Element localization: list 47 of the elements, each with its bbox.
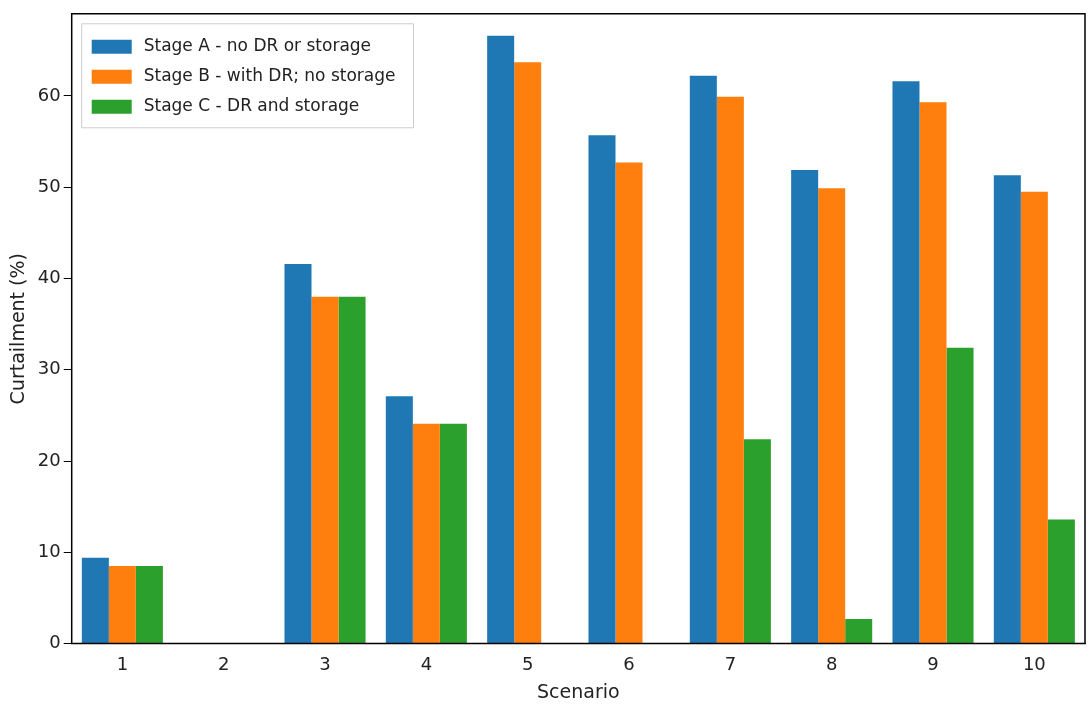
bar (412, 423, 440, 644)
bar (791, 169, 819, 644)
bar (946, 347, 974, 644)
y-tick-label: 50 (37, 174, 61, 196)
bar (311, 296, 339, 644)
y-axis-title: Curtailment (%) (6, 253, 29, 405)
bar (919, 102, 947, 644)
y-tick-label: 20 (37, 448, 61, 470)
x-tick-label: 5 (521, 653, 534, 675)
bar (716, 96, 744, 644)
bar (818, 188, 846, 644)
y-tick-label: 40 (37, 266, 61, 288)
bar (135, 566, 163, 644)
x-tick-label: 2 (217, 653, 230, 675)
bar (439, 423, 467, 644)
bar (487, 35, 515, 644)
bar (845, 618, 873, 644)
bar (514, 62, 542, 644)
y-tick-label: 30 (37, 357, 61, 379)
bar (588, 135, 616, 644)
x-tick-label: 7 (724, 653, 737, 675)
bar (1020, 191, 1048, 644)
bar (689, 75, 717, 644)
bar (743, 439, 771, 644)
bar (892, 81, 920, 644)
legend-label: Stage A - no DR or storage (143, 35, 372, 56)
bar (615, 162, 643, 644)
bar (385, 396, 413, 644)
x-tick-label: 6 (623, 653, 635, 675)
x-tick-label: 10 (1022, 653, 1046, 675)
bar (338, 296, 366, 644)
legend-label: Stage B - with DR; no storage (143, 65, 396, 86)
x-tick-label: 1 (116, 653, 129, 675)
x-tick-label: 3 (319, 653, 331, 675)
y-tick-label: 60 (37, 83, 61, 105)
y-tick-label: 0 (49, 631, 61, 653)
bar (1047, 519, 1075, 644)
x-tick-label: 9 (927, 653, 939, 675)
bar (993, 175, 1021, 644)
legend-label: Stage C - DR and storage (143, 95, 360, 116)
bar (284, 263, 312, 644)
y-tick-label: 10 (37, 540, 61, 561)
x-axis-title: Scenario (537, 679, 620, 702)
bar (81, 557, 109, 644)
x-tick-label: 4 (420, 653, 433, 675)
x-tick-label: 8 (825, 653, 838, 675)
bar (108, 566, 136, 644)
